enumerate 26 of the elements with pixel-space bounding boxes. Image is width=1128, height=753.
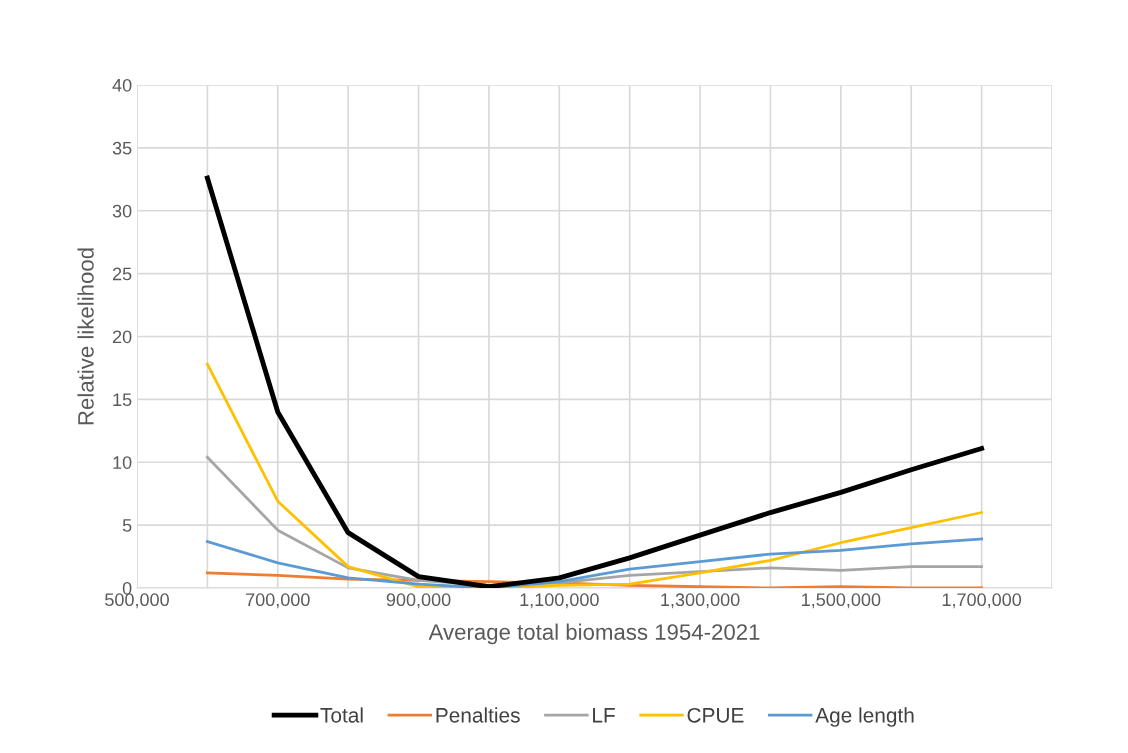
- line-series: [205, 362, 984, 588]
- y-axis-title: Relative likelihood: [77, 248, 94, 425]
- x-tick-label: 900,000: [386, 593, 451, 609]
- legend-label: CPUE: [687, 707, 744, 723]
- y-tick-label: 0: [122, 581, 132, 595]
- line-series: [205, 537, 984, 588]
- y-tick-label: 35: [112, 141, 132, 155]
- x-tick-label: 1,500,000: [802, 593, 881, 609]
- legend-label: Penalties: [436, 707, 520, 723]
- line-series: [204, 175, 985, 588]
- y-tick-label: 25: [112, 267, 132, 281]
- legend-label: Age length: [815, 707, 914, 727]
- legend-label: Total: [320, 707, 363, 723]
- y-tick-label: 15: [113, 393, 132, 407]
- x-tick-label: 1,100,000: [520, 593, 599, 609]
- x-tick-label: 500,000: [105, 593, 169, 609]
- y-tick-label: 10: [113, 456, 132, 469]
- y-tick-label: 5: [122, 519, 132, 532]
- y-tick-label: 30: [112, 204, 132, 218]
- x-axis-title: Average total biomass 1954-2021: [428, 623, 760, 645]
- x-tick-label: 700,000: [246, 593, 310, 609]
- legend-label: LF: [593, 708, 615, 723]
- x-tick-label: 1,300,000: [661, 593, 740, 609]
- y-tick-label: 40: [112, 78, 132, 92]
- y-tick-label: 20: [112, 330, 132, 344]
- x-tick-label: 1,700,000: [942, 593, 1022, 609]
